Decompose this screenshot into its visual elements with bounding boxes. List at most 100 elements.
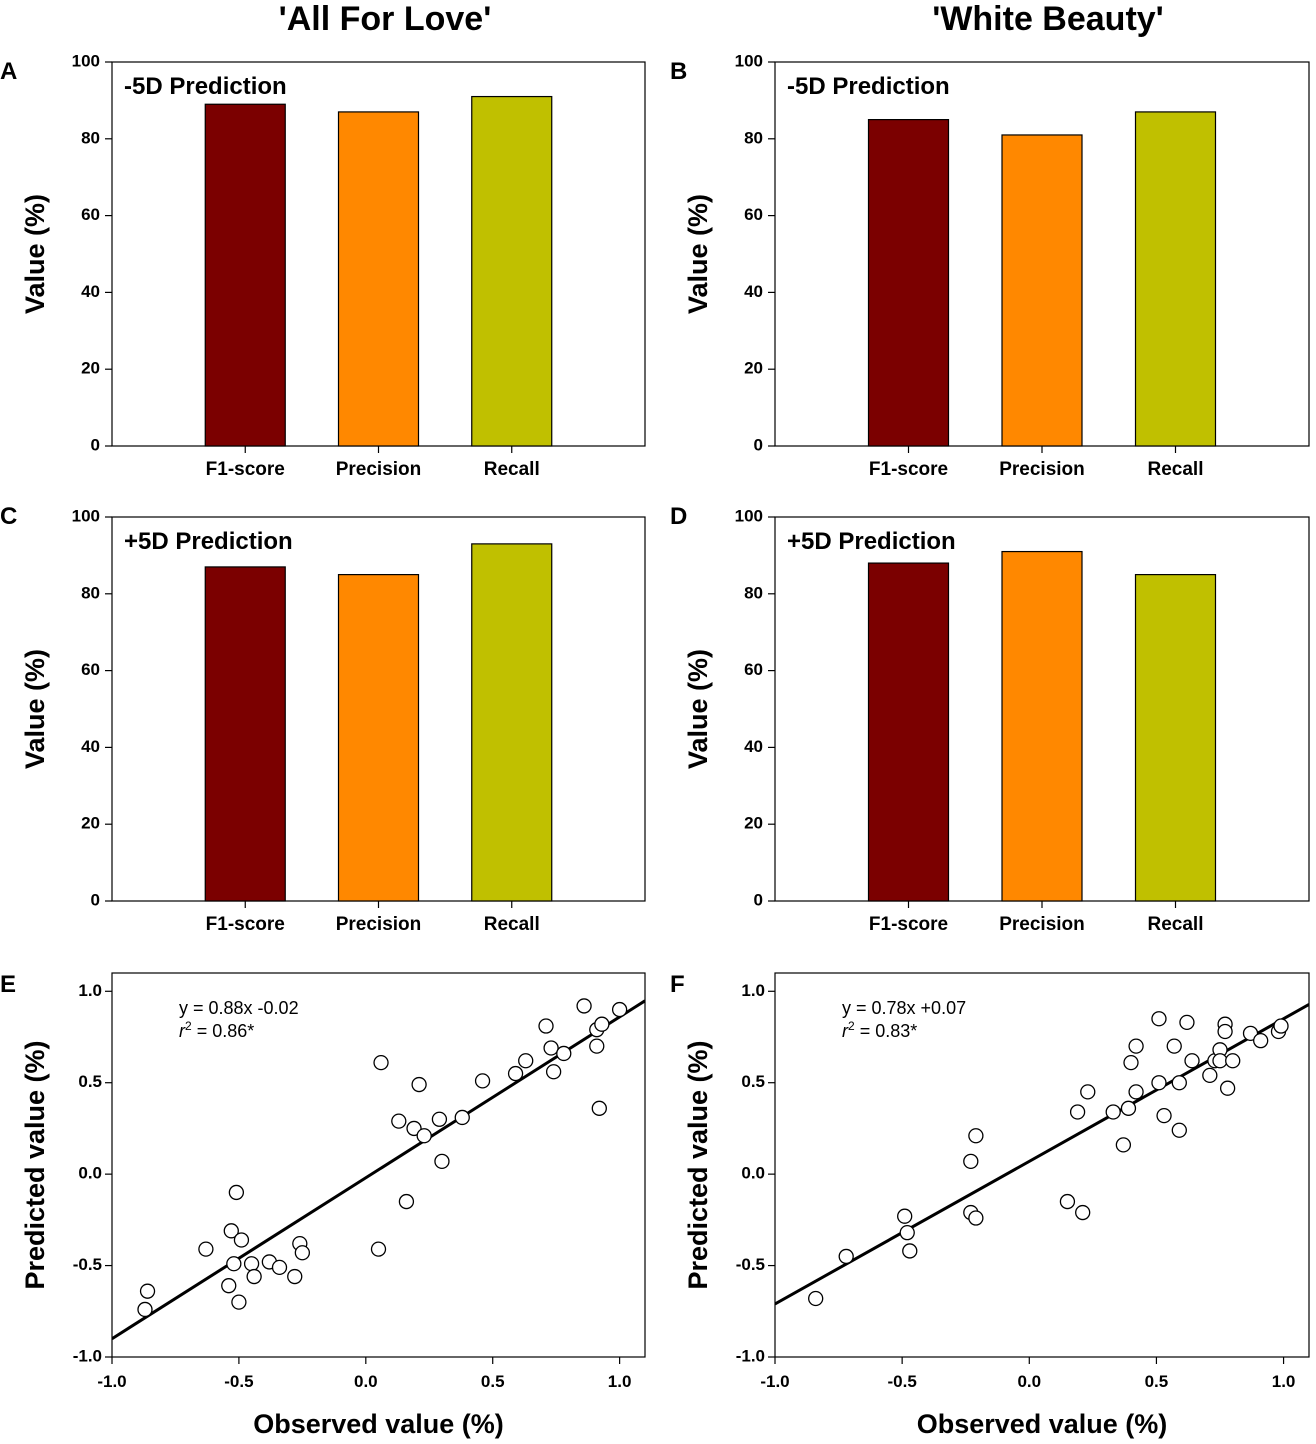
data-point bbox=[398, 1193, 415, 1210]
x-tick-label: 0.0 bbox=[354, 1372, 378, 1391]
panel-letter-b: B bbox=[670, 58, 687, 85]
y-tick-label: 20 bbox=[81, 814, 100, 833]
y-tick-label: 0.5 bbox=[741, 1072, 765, 1091]
x-tick-label: 1.0 bbox=[1272, 1372, 1296, 1391]
y-tick-label: 0 bbox=[754, 435, 763, 454]
data-point bbox=[391, 1113, 407, 1129]
bar-recall bbox=[1134, 573, 1217, 902]
x-tick-label-precision: Precision bbox=[336, 914, 422, 935]
x-tick-label-f1-score: F1-score bbox=[206, 914, 285, 935]
y-tick-label: 60 bbox=[744, 205, 763, 224]
y-tick-label: 20 bbox=[744, 359, 763, 378]
data-point bbox=[1128, 1038, 1144, 1054]
data-point bbox=[139, 1283, 156, 1299]
y-tick-label: 20 bbox=[744, 814, 763, 833]
bar-f1-score bbox=[867, 562, 950, 902]
superscript-2: 2 bbox=[185, 1019, 192, 1033]
data-point bbox=[1151, 1075, 1167, 1091]
data-point bbox=[1115, 1137, 1132, 1153]
y-tick-label: 0 bbox=[91, 890, 100, 909]
data-point bbox=[474, 1073, 491, 1089]
y-tick-label: 40 bbox=[744, 282, 763, 301]
y-tick-label: 100 bbox=[72, 51, 100, 70]
panel-letter-a: A bbox=[0, 58, 17, 85]
y-tick-label: -0.5 bbox=[736, 1255, 765, 1274]
data-point bbox=[1080, 1084, 1096, 1100]
y-tick-label: -0.5 bbox=[73, 1255, 102, 1274]
regression-line bbox=[112, 999, 645, 1340]
x-tick-label: -0.5 bbox=[887, 1372, 916, 1391]
data-point bbox=[1171, 1075, 1187, 1091]
data-point bbox=[373, 1054, 389, 1071]
data-point bbox=[1242, 1025, 1259, 1041]
y-tick-label: 40 bbox=[81, 282, 100, 301]
data-point bbox=[406, 1120, 422, 1137]
y-tick-label: 0 bbox=[91, 435, 100, 454]
y-tick-label: 60 bbox=[744, 660, 763, 679]
x-tick-label-f1-score: F1-score bbox=[869, 459, 948, 480]
data-point bbox=[198, 1241, 214, 1257]
data-point bbox=[454, 1109, 470, 1126]
data-point bbox=[1225, 1053, 1241, 1069]
y-tick-label: 0 bbox=[754, 890, 763, 909]
prediction-label: +5D Prediction bbox=[124, 528, 293, 555]
y-tick-label: 20 bbox=[81, 359, 100, 378]
x-tick-label: 0.5 bbox=[481, 1372, 505, 1391]
y-tick-label: 100 bbox=[735, 51, 763, 70]
x-tick-label: 0.5 bbox=[1145, 1372, 1169, 1391]
x-tick-label-f1-score: F1-score bbox=[869, 914, 948, 935]
data-point bbox=[611, 1001, 628, 1018]
prediction-label: -5D Prediction bbox=[787, 73, 950, 100]
y-tick-label: 100 bbox=[72, 506, 100, 525]
y-tick-label: 0.5 bbox=[78, 1072, 102, 1091]
data-point bbox=[545, 1064, 562, 1080]
panel-b: B 0 20 40 60 80 100 F1-score Precision Recall -5D … bbox=[670, 51, 1310, 480]
bar-f1-score bbox=[867, 118, 950, 447]
plot-frame bbox=[111, 972, 646, 1358]
column-title-white-beauty: 'White Beauty' bbox=[932, 0, 1164, 38]
data-point bbox=[1075, 1204, 1091, 1221]
data-point bbox=[1105, 1104, 1121, 1120]
data-point bbox=[594, 1016, 610, 1032]
data-point bbox=[963, 1153, 979, 1169]
x-tick-label-precision: Precision bbox=[999, 459, 1085, 480]
r-squared-value: = 0.83* bbox=[855, 1021, 918, 1041]
bar-f1-score bbox=[204, 566, 286, 902]
x-tick-label: -1.0 bbox=[97, 1372, 126, 1391]
data-point bbox=[1171, 1122, 1187, 1138]
x-tick-label-recall: Recall bbox=[1148, 459, 1204, 480]
data-point bbox=[416, 1128, 432, 1144]
data-point bbox=[518, 1053, 534, 1069]
r-squared-value: = 0.86* bbox=[192, 1021, 255, 1041]
r-squared-label: r2 = 0.86* bbox=[179, 1019, 254, 1041]
y-tick-label: 80 bbox=[81, 128, 100, 147]
data-point bbox=[1217, 1023, 1233, 1040]
bar-recall bbox=[1134, 111, 1217, 447]
data-point bbox=[246, 1268, 262, 1285]
regression-equation: y = 0.78x +0.07 bbox=[842, 998, 966, 1018]
panel-letter-e: E bbox=[0, 971, 16, 998]
x-axis-label: Observed value (%) bbox=[917, 1409, 1168, 1439]
y-tick-label: 40 bbox=[744, 737, 763, 756]
panel-letter-f: F bbox=[670, 971, 685, 998]
y-axis-label: Value (%) bbox=[20, 194, 50, 314]
data-point bbox=[1202, 1067, 1218, 1084]
data-point bbox=[411, 1076, 427, 1093]
x-tick-label-precision: Precision bbox=[336, 459, 422, 480]
x-tick-label: 0.0 bbox=[1017, 1372, 1041, 1391]
x-tick-label-recall: Recall bbox=[484, 459, 540, 480]
data-point bbox=[968, 1210, 984, 1226]
panel-d: D 0 20 40 60 80 100 F1-score Precision Recall +5D … bbox=[670, 503, 1310, 935]
data-point bbox=[968, 1128, 984, 1144]
bar-precision bbox=[1001, 550, 1083, 902]
data-point bbox=[1069, 1104, 1086, 1120]
data-point bbox=[897, 1208, 913, 1224]
data-point bbox=[1184, 1053, 1200, 1069]
data-point bbox=[1273, 1018, 1289, 1034]
y-tick-label: 80 bbox=[744, 128, 763, 147]
data-point bbox=[838, 1248, 854, 1265]
x-tick-label-f1-score: F1-score bbox=[206, 459, 285, 480]
column-title-all-for-love: 'All For Love' bbox=[279, 0, 492, 38]
data-point bbox=[1253, 1033, 1269, 1049]
data-point bbox=[370, 1241, 387, 1257]
